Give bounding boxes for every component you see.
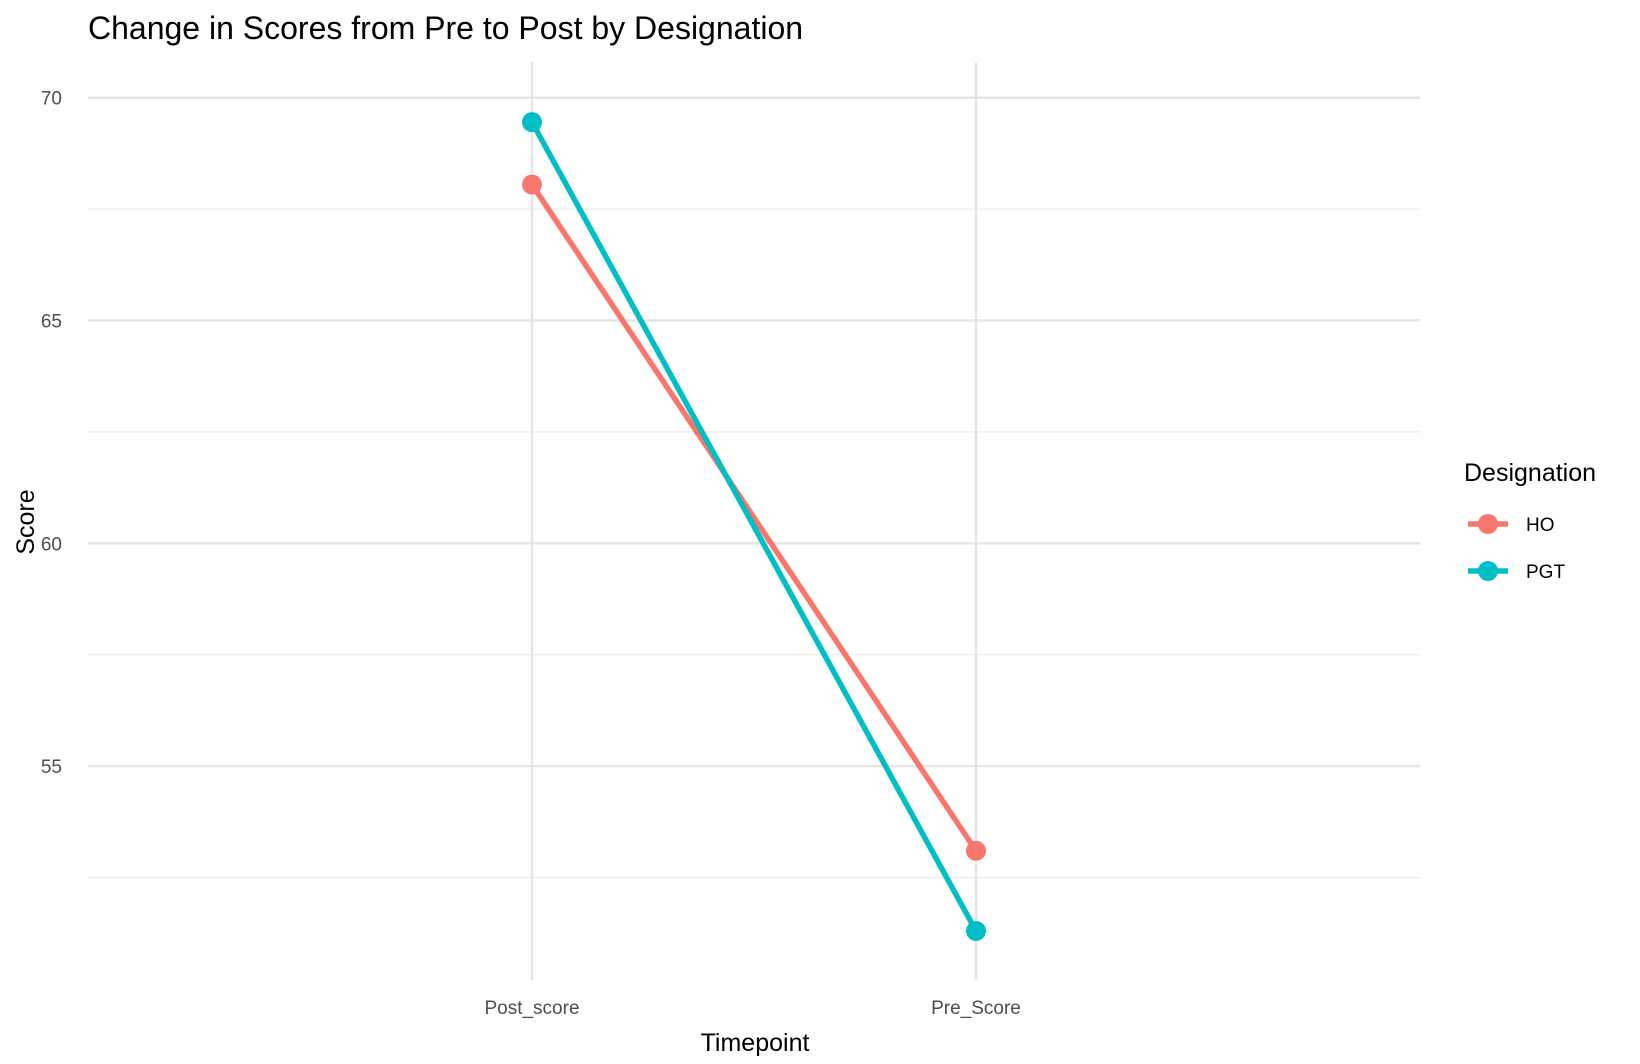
legend-key-point-pgt [1478, 561, 1498, 581]
data-point-pgt [522, 112, 542, 133]
x-tick-label: Post_score [484, 998, 579, 1019]
series-line-ho [529, 183, 979, 853]
series-lines [529, 120, 979, 933]
data-point-ho [522, 174, 542, 195]
legend: Designation HO PGT [1464, 459, 1596, 583]
series-line-pgt [529, 120, 979, 933]
series-points [522, 112, 986, 941]
y-axis-tick-labels: 55 60 65 70 [41, 89, 62, 778]
y-tick-label: 60 [41, 534, 62, 555]
legend-label-ho: HO [1526, 515, 1555, 536]
y-tick-label: 70 [41, 89, 62, 110]
y-axis-title: Score [12, 489, 40, 554]
legend-key-point-ho [1478, 514, 1498, 534]
y-tick-label: 55 [41, 757, 62, 778]
chart-title: Change in Scores from Pre to Post by Des… [88, 10, 803, 46]
data-point-ho [966, 840, 986, 861]
y-tick-label: 65 [41, 311, 62, 332]
legend-title: Designation [1464, 459, 1596, 487]
minor-gridlines [88, 208, 1420, 879]
data-point-pgt [966, 920, 986, 941]
x-axis-tick-labels: Post_score Pre_Score [484, 998, 1020, 1019]
legend-label-pgt: PGT [1526, 562, 1565, 583]
x-axis-title: Timepoint [701, 1029, 810, 1057]
major-gridlines [88, 62, 1420, 980]
x-tick-label: Pre_Score [931, 998, 1021, 1019]
